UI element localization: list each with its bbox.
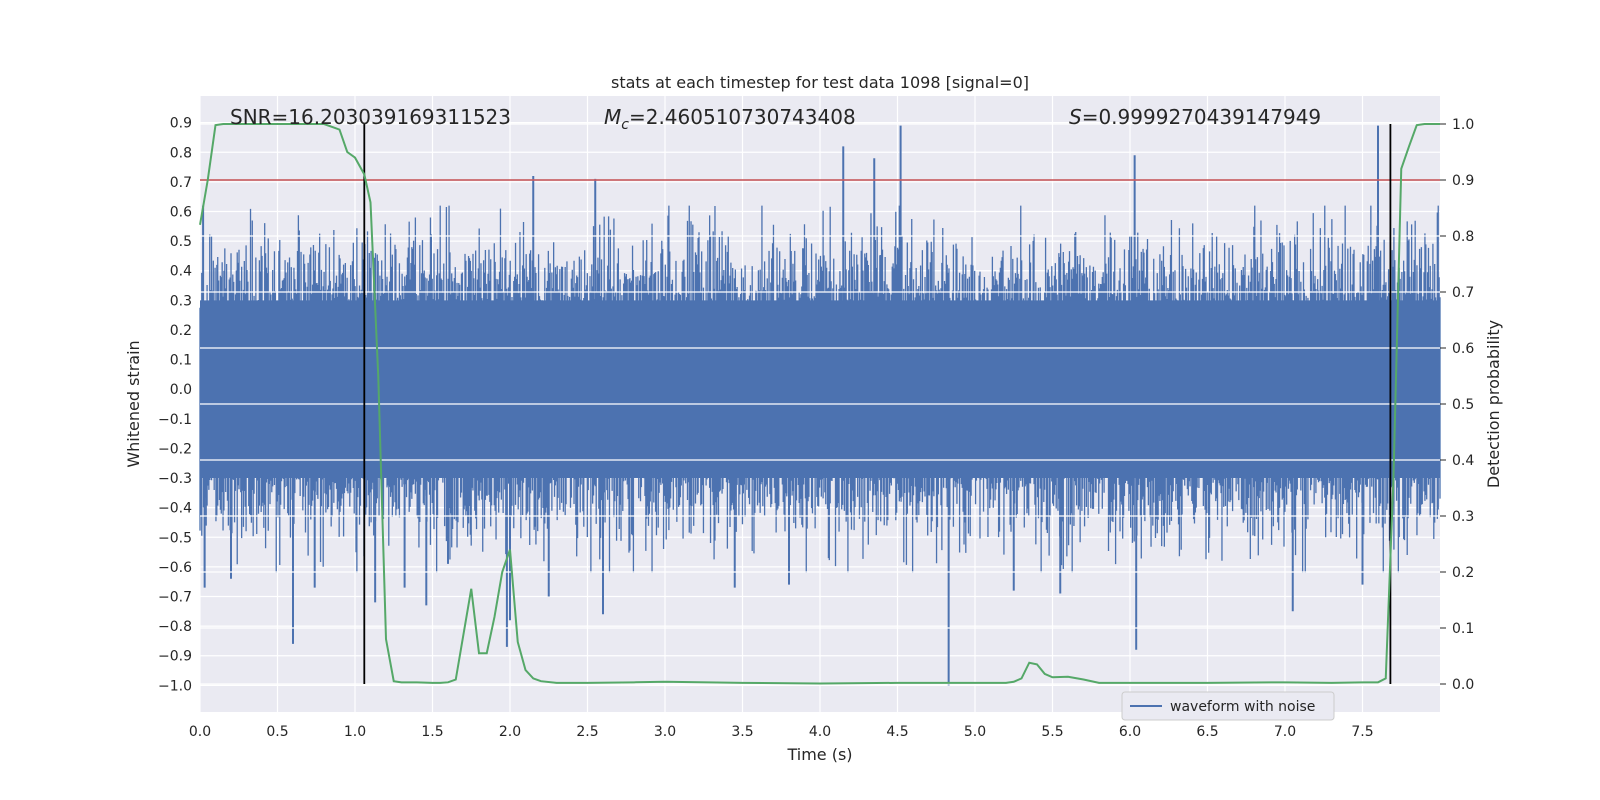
y-left-tick-label: −1.0 <box>158 678 192 694</box>
mc-annotation: Mc=2.460510730743408 <box>604 105 856 133</box>
y-left-tick-label: −0.9 <box>158 649 192 665</box>
y-left-tick-label: 0.7 <box>170 175 192 191</box>
y-left-tick-label: 0.0 <box>170 382 192 398</box>
y-right-tick-label: 0.0 <box>1452 677 1474 693</box>
legend: waveform with noise <box>1121 691 1335 721</box>
y-left-tick-label: 0.6 <box>170 205 192 221</box>
overlay-layer <box>199 123 1440 685</box>
y-left-tick-label: −0.2 <box>158 441 192 457</box>
y-axis-right-label: Detection probability <box>1484 320 1503 488</box>
x-tick-label: 3.5 <box>731 724 753 740</box>
x-tick-label: 7.5 <box>1351 724 1373 740</box>
x-tick-label: 5.5 <box>1041 724 1063 740</box>
x-tick-label: 0.5 <box>266 724 288 740</box>
y-left-tick-label: −0.4 <box>158 501 192 517</box>
s-value: =0.9999270439147949 <box>1082 105 1321 129</box>
y-right-tick-label: 0.5 <box>1452 397 1474 413</box>
x-tick-label: 2.0 <box>499 724 521 740</box>
y-right-tick-label: 0.8 <box>1452 229 1474 245</box>
y-left-tick-label: 0.4 <box>170 264 192 280</box>
y-left-tick-label: 0.5 <box>170 234 192 250</box>
y-left-tick-label: 0.3 <box>170 293 192 309</box>
legend-box <box>1121 691 1335 721</box>
y-right-tick-label: 0.6 <box>1452 341 1474 357</box>
y-right-tick-label: 0.7 <box>1452 285 1474 301</box>
x-tick-label: 4.5 <box>886 724 908 740</box>
s-annotation: S=0.9999270439147949 <box>1069 105 1321 129</box>
y-left-tick-label: −0.6 <box>158 560 192 576</box>
y-axis-left-label: Whitened strain <box>124 340 143 467</box>
x-tick-label: 4.0 <box>809 724 831 740</box>
mc-subscript: c <box>621 117 629 133</box>
x-tick-label: 1.0 <box>344 724 366 740</box>
x-tick-label: 6.5 <box>1196 724 1218 740</box>
detection-probability-series <box>199 123 1440 685</box>
y-right-tick-label: 0.2 <box>1452 565 1474 581</box>
y-left-tick-label: −0.5 <box>158 530 192 546</box>
y-left-tick-label: 0.2 <box>170 323 192 339</box>
y-right-tick-label: 1.0 <box>1452 117 1474 133</box>
s-symbol: S <box>1069 105 1082 129</box>
x-tick-label: 2.5 <box>576 724 598 740</box>
y-left-tick-label: −0.8 <box>158 619 192 635</box>
x-tick-label: 5.0 <box>964 724 986 740</box>
y-left-tick-label: −0.7 <box>158 590 192 606</box>
x-tick-label: 3.0 <box>654 724 676 740</box>
x-tick-label: 6.0 <box>1119 724 1141 740</box>
legend-label: waveform with noise <box>1170 699 1315 715</box>
y-right-tick-label: 0.3 <box>1452 509 1474 525</box>
y-left-tick-label: −0.3 <box>158 471 192 487</box>
snr-annotation: SNR=16.203039169311523 <box>230 105 511 129</box>
y-right-tick-label: 0.1 <box>1452 621 1474 637</box>
y-right-tick-label: 0.4 <box>1452 453 1474 469</box>
axis-layer: 0.0 0.5 1.0 1.5 2.0 2.5 3.0 3.5 4.0 4.5 5.0 5.5 6.0 6… <box>158 116 1474 740</box>
x-tick-label: 1.5 <box>421 724 443 740</box>
x-tick-label: 0.0 <box>189 724 211 740</box>
waveform-layer <box>199 125 1441 686</box>
y-right-tick-label: 0.9 <box>1452 173 1474 189</box>
chart-title: stats at each timestep for test data 109… <box>611 73 1029 92</box>
x-tick-label: 7.0 <box>1274 724 1296 740</box>
y-left-tick-label: 0.8 <box>170 145 192 161</box>
mc-symbol: M <box>604 105 621 129</box>
mc-value: =2.460510730743408 <box>629 105 856 129</box>
y-left-tick-label: 0.9 <box>170 116 192 132</box>
x-axis-label: Time (s) <box>786 745 852 764</box>
waveform-core-band <box>200 300 1440 479</box>
y-left-tick-label: −0.1 <box>158 412 192 428</box>
y-left-tick-label: 0.1 <box>170 353 192 369</box>
